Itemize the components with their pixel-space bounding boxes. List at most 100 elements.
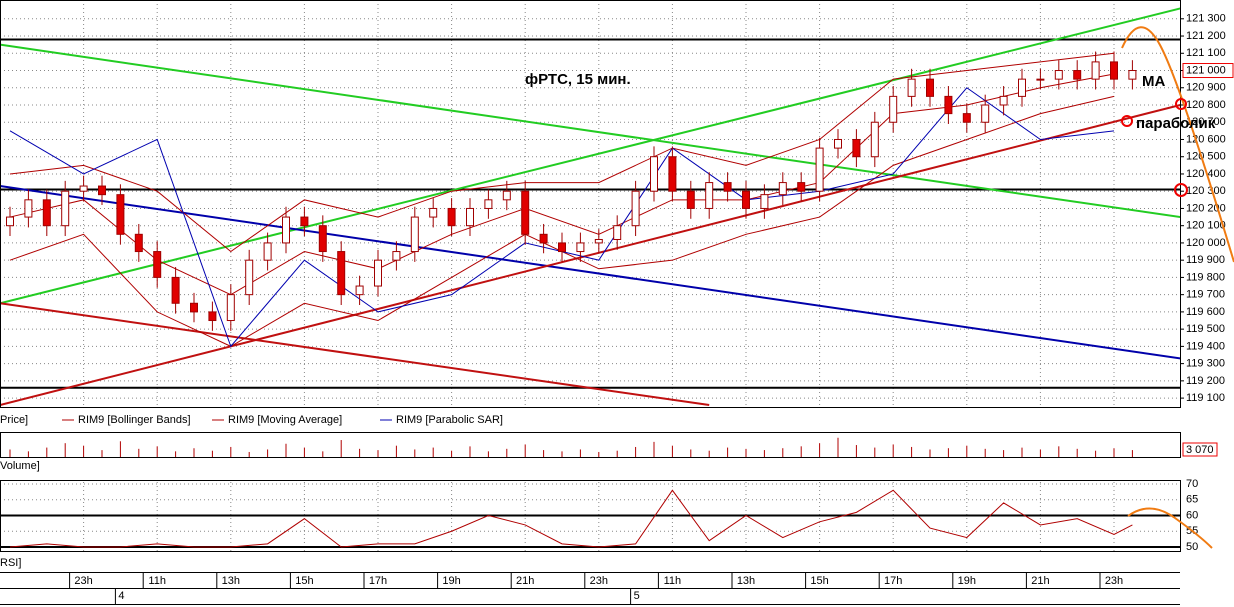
- y-tick-label: 119 900: [1186, 254, 1225, 266]
- candle-body: [134, 233, 143, 253]
- candle-body: [6, 216, 14, 227]
- candle-body: [484, 199, 493, 209]
- candle-body: [1091, 61, 1100, 80]
- candle-body: [981, 104, 990, 123]
- trendline: [0, 104, 1180, 406]
- candle-body: [466, 207, 474, 227]
- candle-body: [1054, 70, 1063, 80]
- candle-body: [337, 251, 346, 296]
- legend-label: RIM9 [Parabolic SAR]: [396, 414, 503, 426]
- marker-circle: [1174, 183, 1188, 197]
- x-tick-label: 23h: [590, 575, 608, 587]
- x-tick-label: 23h: [1105, 575, 1123, 587]
- y-tick-label: 119 100: [1186, 392, 1225, 404]
- candle-body: [760, 194, 769, 209]
- candle-body: [852, 138, 861, 158]
- candle-body: [668, 156, 677, 192]
- candle-body: [429, 207, 438, 218]
- last-price-box: [1182, 63, 1234, 79]
- x-tick-label: 13h: [737, 575, 755, 587]
- candle-body: [539, 233, 548, 244]
- candle-body: [1073, 70, 1082, 80]
- candle-body: [576, 242, 585, 253]
- y-tick-label: 60: [1186, 509, 1198, 521]
- candle-body: [61, 190, 70, 227]
- candle-body: [355, 285, 364, 296]
- x-tick-label: 17h: [369, 575, 387, 587]
- price-plot: [0, 1, 1180, 407]
- candle-body: [926, 78, 934, 97]
- candle-body: [153, 251, 162, 278]
- candle-body: [79, 185, 88, 192]
- y-tick-label: 120 100: [1186, 220, 1226, 232]
- candle-body: [208, 311, 217, 322]
- x-tick-label: 11h: [148, 575, 166, 587]
- y-tick-label: 120 800: [1186, 99, 1226, 111]
- forecast-curve: [1127, 507, 1213, 549]
- x-tick-label: 19h: [958, 575, 976, 587]
- y-tick-label: 121 200: [1186, 30, 1226, 42]
- annotation: МА: [1142, 73, 1165, 90]
- candle-body: [374, 259, 382, 287]
- y-tick-label: 120 500: [1186, 151, 1226, 163]
- candle-body: [1036, 78, 1045, 81]
- price-frame: [0, 0, 1181, 408]
- x-tick-label: 19h: [442, 575, 460, 587]
- candle-body: [263, 242, 272, 261]
- candle-body: [171, 276, 180, 304]
- trendline: [0, 43, 1180, 219]
- candle-body: [42, 199, 51, 227]
- y-tick-label: 119 200: [1186, 375, 1225, 387]
- trendline: [0, 7, 1180, 305]
- annotation: параболик: [1136, 115, 1216, 132]
- trendline: [0, 185, 1180, 360]
- legend-label: RIM9 [Moving Average]: [228, 414, 342, 426]
- panel-label: Volume]: [0, 460, 40, 472]
- candle-body: [797, 182, 806, 192]
- date-label: 4: [118, 590, 124, 602]
- candle-body: [686, 190, 695, 209]
- candle-body: [98, 185, 106, 196]
- candle-body: [1110, 61, 1118, 80]
- candle-body: [889, 95, 898, 123]
- candle-body: [870, 121, 879, 158]
- y-tick-label: 119 400: [1186, 340, 1225, 352]
- y-tick-label: 119 300: [1186, 358, 1225, 370]
- candle-body: [962, 113, 971, 123]
- x-tick-label: 15h: [810, 575, 828, 587]
- y-tick-label: 50: [1186, 541, 1198, 553]
- panel-label: Price]: [0, 414, 28, 426]
- y-tick-label: 120 600: [1186, 133, 1226, 145]
- last-volume-label: 3 070: [1186, 444, 1214, 456]
- candle-body: [245, 259, 254, 296]
- candle-body: [705, 182, 714, 209]
- y-tick-label: 65: [1186, 494, 1198, 506]
- candle-body: [300, 216, 309, 227]
- candle-body: [613, 225, 622, 240]
- volume-frame: [0, 432, 1181, 458]
- candle-body: [318, 225, 327, 253]
- candle-body: [594, 238, 603, 244]
- candle-body: [392, 251, 401, 261]
- candle-body: [1128, 70, 1137, 80]
- marker-circle: [1175, 98, 1187, 110]
- forecast-curve: [1121, 26, 1234, 263]
- candle-body: [190, 302, 198, 313]
- candle-body: [521, 190, 530, 235]
- y-tick-label: 119 500: [1186, 323, 1225, 335]
- y-tick-label: 120 700: [1186, 116, 1226, 128]
- x-tick-label: 15h: [295, 575, 313, 587]
- candle-body: [502, 190, 511, 201]
- y-tick-label: 120 300: [1186, 185, 1226, 197]
- chart-title: фРТС, 15 мин.: [525, 71, 631, 88]
- candle-body: [558, 242, 566, 253]
- x-tick-label: 11h: [664, 575, 682, 587]
- legend-label: RIM9 [Bollinger Bands]: [78, 414, 191, 426]
- rsi-frame: [0, 480, 1181, 552]
- y-tick-label: 119 700: [1186, 289, 1225, 301]
- x-tick-label: 17h: [884, 575, 902, 587]
- last-price-label: 121 000: [1186, 64, 1226, 76]
- y-tick-label: 119 600: [1186, 306, 1225, 318]
